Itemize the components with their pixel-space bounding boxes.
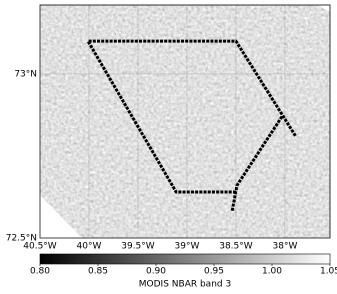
y-tick-label: 73°N bbox=[14, 69, 37, 79]
x-tick-label: 38°W bbox=[273, 242, 298, 252]
y-tick-label: 72.5°N bbox=[6, 234, 37, 244]
colorbar-tick-label: 1.00 bbox=[262, 267, 282, 277]
colorbar bbox=[40, 254, 330, 264]
x-tick-label: 38.5°W bbox=[219, 242, 253, 252]
colorbar-tick-label: 0.95 bbox=[204, 267, 224, 277]
colorbar-tick-label: 0.80 bbox=[30, 267, 50, 277]
colorbar-tick-label: 1.05 bbox=[320, 267, 337, 277]
colorbar-tick-label: 0.90 bbox=[146, 267, 166, 277]
colorbar-tick-label: 0.85 bbox=[88, 267, 108, 277]
colorbar-label: MODIS NBAR band 3 bbox=[139, 280, 231, 290]
x-tick-label: 40°W bbox=[77, 242, 102, 252]
map-figure: MODIS NBAR band 3 40.5°W40°W39.5°W39°W38… bbox=[0, 0, 337, 294]
x-tick-label: 39.5°W bbox=[121, 242, 155, 252]
x-tick-label: 39°W bbox=[175, 242, 200, 252]
